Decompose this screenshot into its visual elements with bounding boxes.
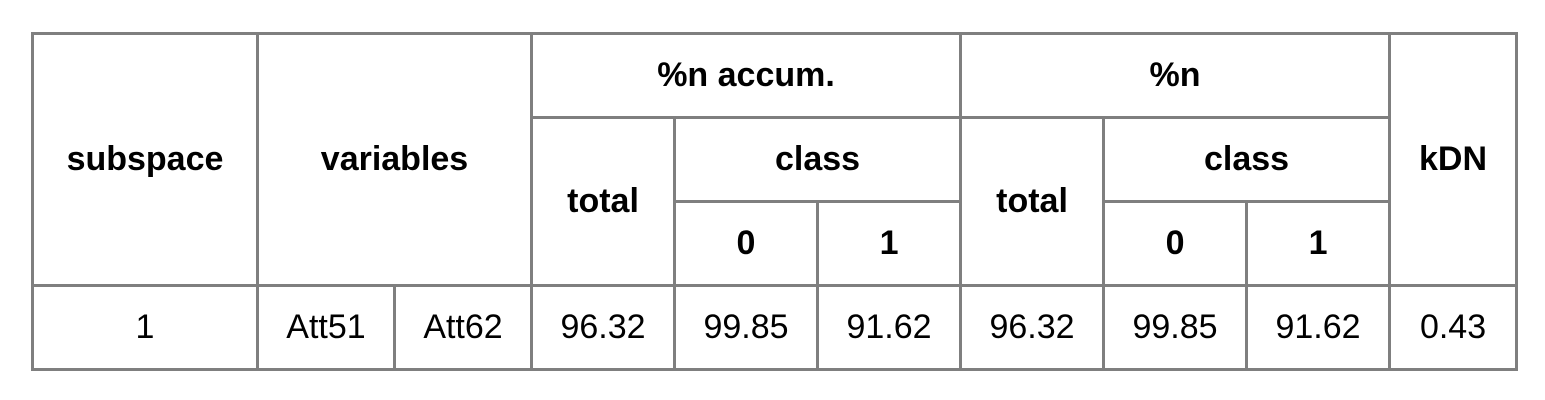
header-row-1: subspace variables %n accum. %n kDN <box>31 32 1519 287</box>
cell-n-total: 96.32 <box>959 284 1106 371</box>
cell-n-class-1: 91.62 <box>1245 284 1392 371</box>
cell-accum-class-1: 91.62 <box>816 284 963 371</box>
header-n-class-1: 1 <box>1245 200 1392 287</box>
header-accum-total: total <box>530 116 677 287</box>
cell-variable-2: Att62 <box>392 284 534 371</box>
header-variables: variables <box>255 32 534 287</box>
cell-accum-total: 96.32 <box>530 284 677 371</box>
header-accum-class-0: 0 <box>673 200 820 287</box>
cell-variable-1: Att51 <box>256 284 396 371</box>
header-subspace: subspace <box>31 32 259 287</box>
header-accum-class: class <box>673 116 963 203</box>
header-pct-accum: %n accum. <box>530 32 963 119</box>
header-n-class-0: 0 <box>1102 200 1249 287</box>
results-table: subspace variables %n accum. %n kDN tota… <box>31 32 1519 371</box>
header-accum-class-1: 1 <box>816 200 963 287</box>
table-header: subspace variables %n accum. %n kDN tota… <box>31 32 1519 287</box>
table-body: 1 Att51 Att62 96.32 99.85 91.62 96.32 99… <box>31 284 1519 371</box>
header-n-class: class <box>1102 116 1392 203</box>
header-row-2: total class total class <box>33 116 1517 287</box>
header-n-total: total <box>959 116 1106 287</box>
table-row: 1 Att51 Att62 96.32 99.85 91.62 96.32 99… <box>31 284 1519 371</box>
header-pct-n: %n <box>959 32 1392 119</box>
header-row-3: 0 1 0 1 <box>33 200 1517 287</box>
header-kdn: kDN <box>1388 32 1519 287</box>
cell-n-class-0: 99.85 <box>1102 284 1249 371</box>
cell-accum-class-0: 99.85 <box>673 284 820 371</box>
cell-kdn: 0.43 <box>1388 284 1519 371</box>
cell-subspace: 1 <box>31 284 259 371</box>
